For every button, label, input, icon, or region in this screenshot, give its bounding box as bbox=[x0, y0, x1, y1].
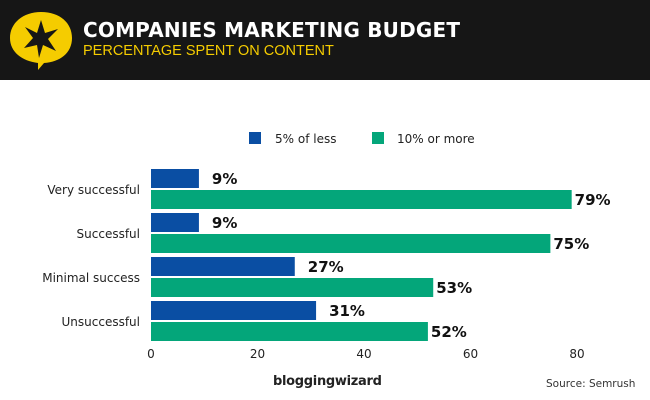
bar-5-or-less bbox=[151, 213, 199, 232]
source-note: Source: Semrush bbox=[546, 378, 636, 390]
category-label: Successful bbox=[77, 227, 140, 241]
category-label: Unsuccessful bbox=[62, 315, 141, 329]
bar-5-or-less bbox=[151, 301, 317, 320]
legend: 5% of less 10% or more bbox=[249, 132, 475, 146]
star-speech-bubble-icon bbox=[10, 12, 72, 70]
legend-swatch-5-or-less bbox=[249, 132, 261, 144]
x-tick-label: 60 bbox=[463, 347, 478, 361]
data-label: 79% bbox=[575, 191, 611, 209]
data-label: 53% bbox=[436, 279, 472, 297]
category-label: Minimal success bbox=[42, 271, 140, 285]
x-tick-label: 0 bbox=[147, 347, 155, 361]
bar-10-or-more bbox=[151, 278, 434, 297]
data-label: 31% bbox=[329, 302, 365, 320]
bar-10-or-more bbox=[151, 190, 572, 209]
data-label: 9% bbox=[212, 170, 237, 188]
legend-label-5-or-less: 5% of less bbox=[275, 132, 336, 146]
legend-swatch-10-or-more bbox=[372, 132, 384, 144]
header-banner: COMPANIES MARKETING BUDGET PERCENTAGE SP… bbox=[0, 0, 650, 80]
x-tick-label: 40 bbox=[356, 347, 371, 361]
data-label: 75% bbox=[553, 235, 589, 253]
x-tick-label: 80 bbox=[569, 347, 584, 361]
chart-title: COMPANIES MARKETING BUDGET bbox=[83, 18, 461, 42]
bar-5-or-less bbox=[151, 257, 295, 276]
bar-10-or-more bbox=[151, 234, 551, 253]
bar-5-or-less bbox=[151, 169, 199, 188]
legend-label-10-or-more: 10% or more bbox=[397, 132, 475, 146]
brand-logo: bloggingwizard bbox=[273, 374, 382, 389]
data-label: 27% bbox=[308, 258, 344, 276]
category-label: Very successful bbox=[47, 183, 140, 197]
bar-chart: 5% of less 10% or more Very successful Su… bbox=[42, 132, 611, 361]
x-tick-label: 20 bbox=[250, 347, 265, 361]
bar-10-or-more bbox=[151, 322, 428, 341]
data-label: 9% bbox=[212, 214, 237, 232]
data-label: 52% bbox=[431, 323, 467, 341]
chart-subtitle: PERCENTAGE SPENT ON CONTENT bbox=[83, 43, 334, 59]
